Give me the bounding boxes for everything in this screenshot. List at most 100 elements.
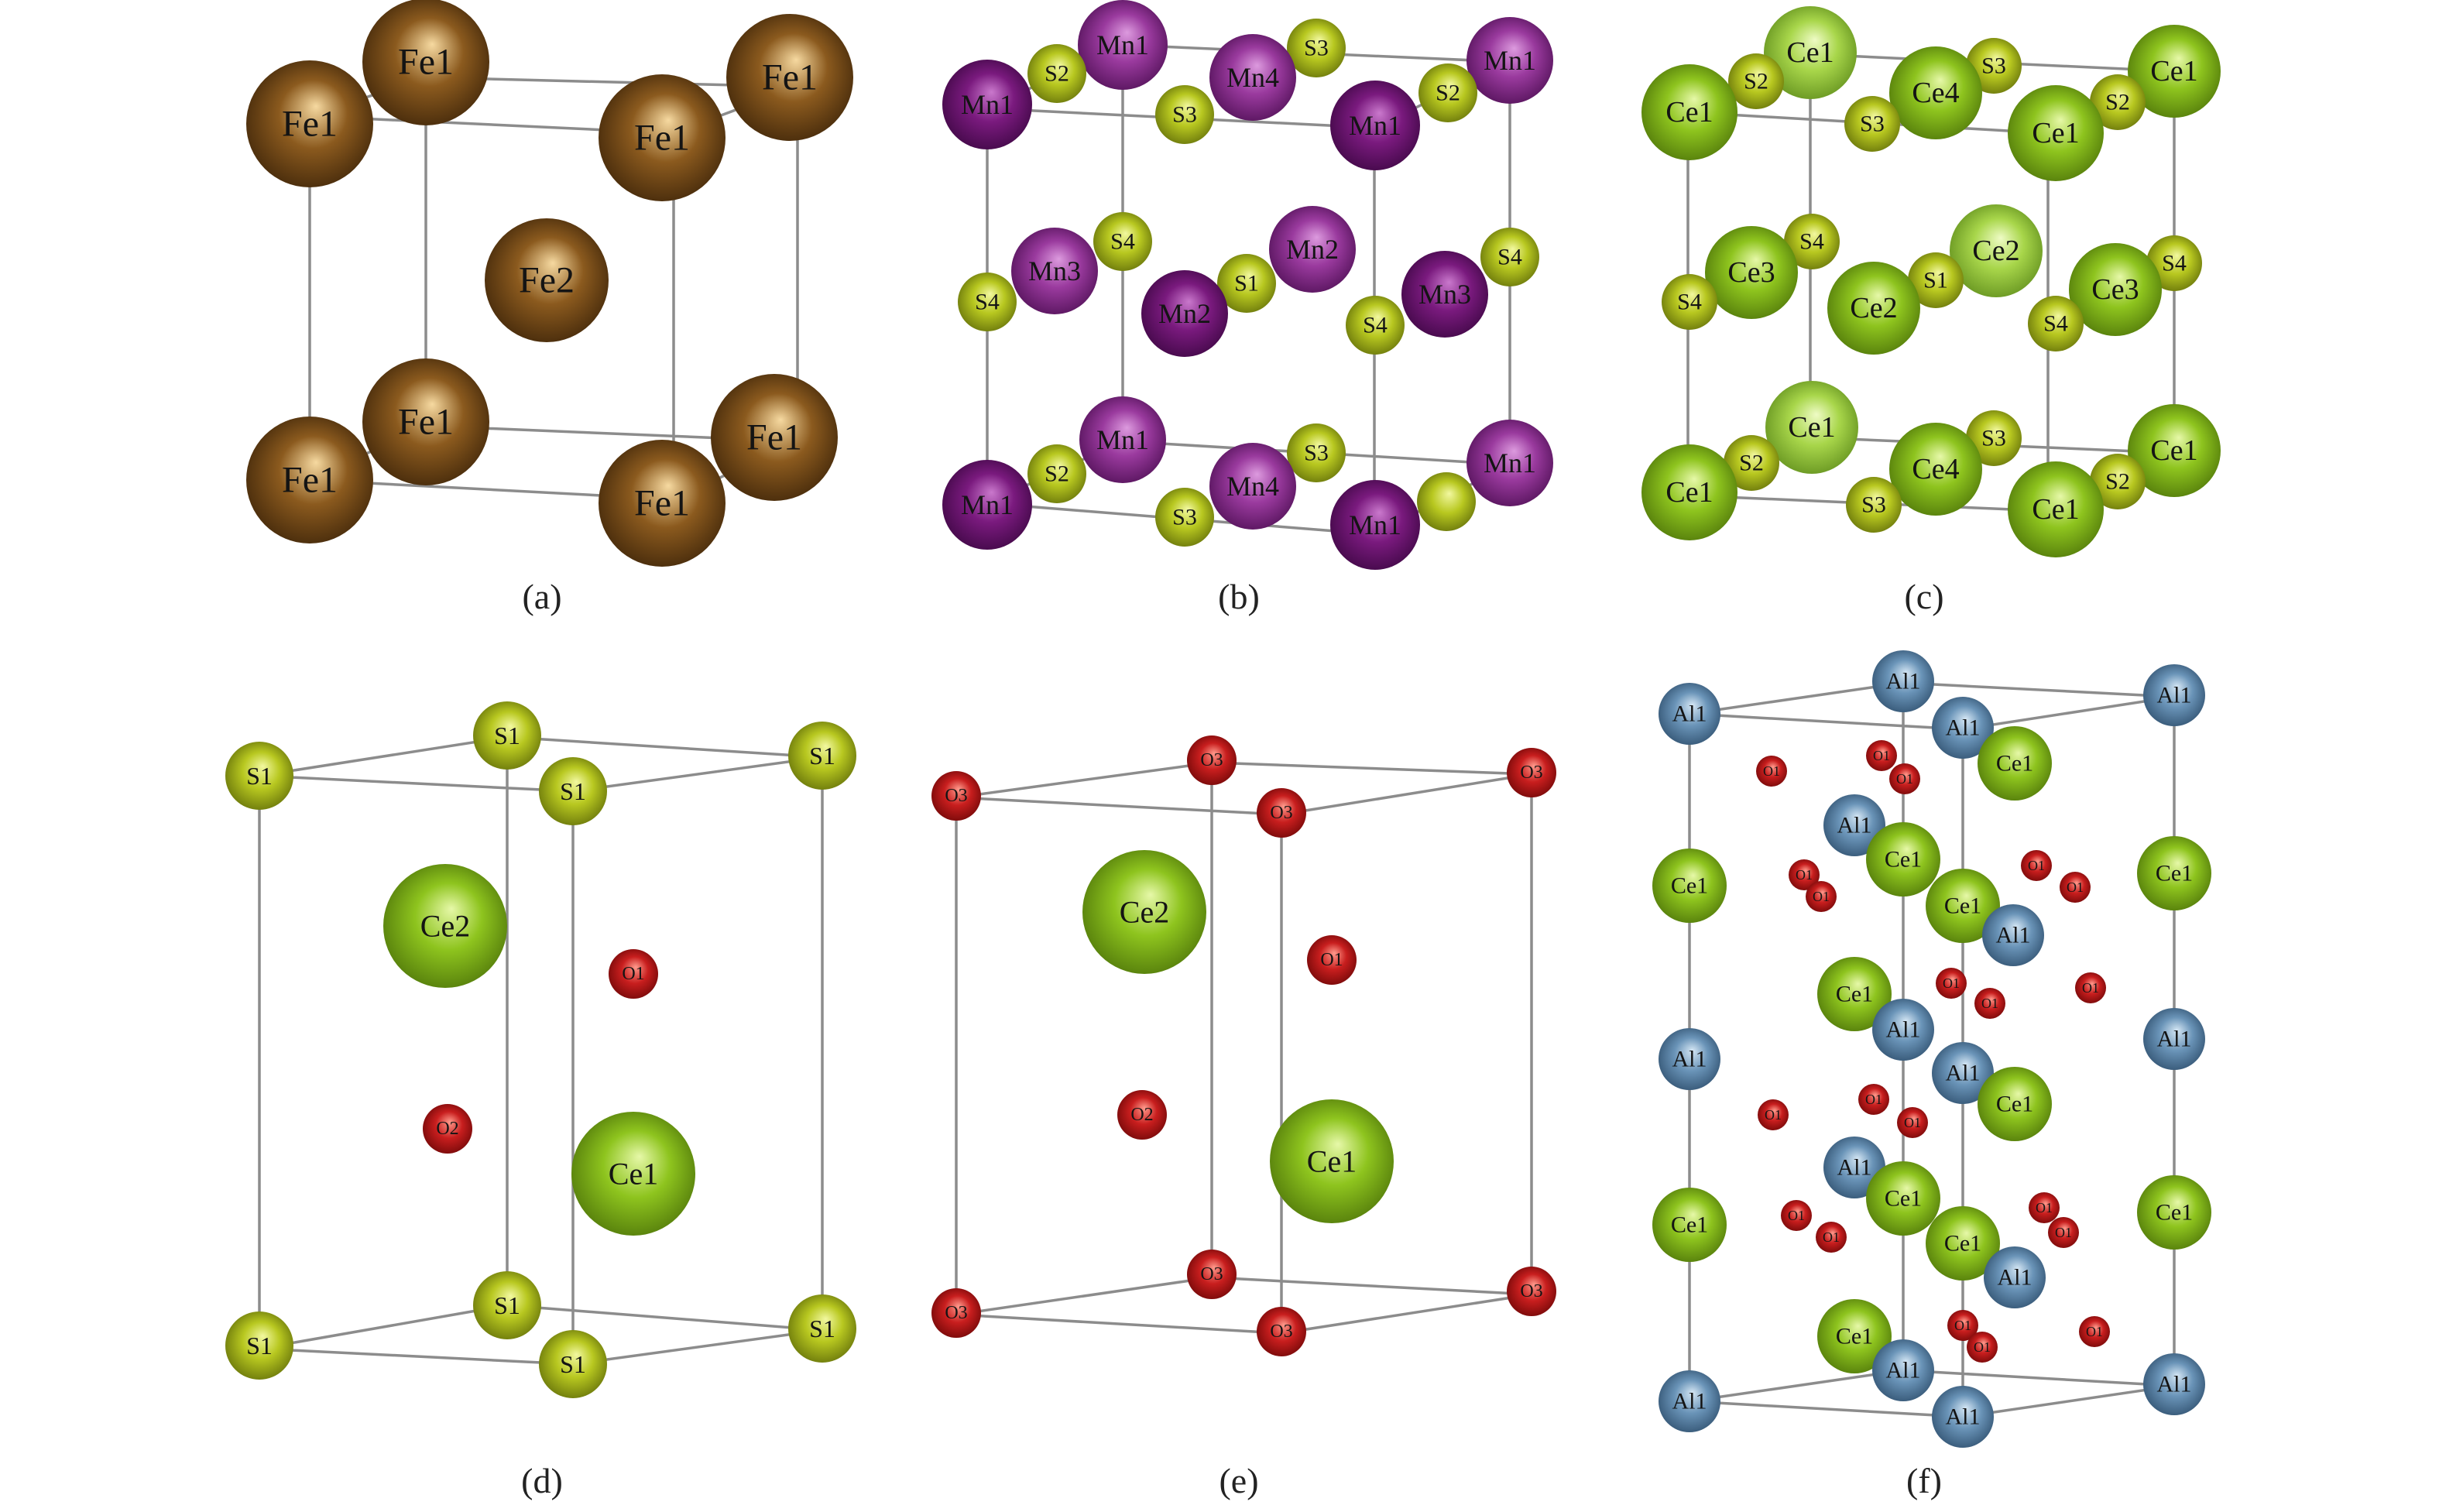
atom-sphere bbox=[1257, 788, 1306, 838]
atom-label: S2 bbox=[2105, 90, 2130, 115]
atom-sphere bbox=[942, 460, 1032, 550]
atom-s2: S2 bbox=[2090, 454, 2146, 509]
atom-sphere bbox=[1270, 1099, 1394, 1223]
atom-sphere bbox=[788, 722, 856, 790]
atom-label: O1 bbox=[1974, 1339, 1991, 1355]
atom-label: Mn3 bbox=[1418, 279, 1471, 310]
atom-label: S4 bbox=[1363, 313, 1388, 338]
atom-mn1: Mn1 bbox=[1466, 17, 1553, 104]
atom-sphere bbox=[2008, 461, 2104, 557]
atom-sphere bbox=[1287, 423, 1346, 482]
atom-label: O1 bbox=[1813, 889, 1830, 904]
atom-sphere bbox=[1187, 1250, 1237, 1299]
atom-fe1: Fe1 bbox=[362, 358, 489, 485]
atom-sphere bbox=[1926, 869, 2000, 943]
atom-s4: S4 bbox=[1784, 214, 1840, 269]
atom-o1: O1 bbox=[1897, 1107, 1928, 1138]
atom-o1: O1 bbox=[1858, 1084, 1889, 1115]
atom-sphere bbox=[1417, 472, 1476, 531]
atom-sphere bbox=[1966, 410, 2022, 466]
atom-sphere bbox=[1307, 935, 1357, 985]
atom-sphere bbox=[1027, 444, 1086, 503]
atom-sphere bbox=[1827, 262, 1920, 355]
atom-label: Mn2 bbox=[1286, 234, 1339, 265]
atom-ce1: Ce1 bbox=[2008, 461, 2104, 557]
atom-label: Ce1 bbox=[2032, 493, 2079, 526]
atom-s3: S3 bbox=[1844, 96, 1900, 152]
atom-sphere bbox=[1872, 999, 1934, 1061]
atom-o1: O1 bbox=[1866, 740, 1897, 771]
atom-label: O3 bbox=[945, 1303, 967, 1323]
atom-label: O2 bbox=[1130, 1105, 1153, 1125]
atom-s2: S2 bbox=[1027, 44, 1086, 103]
atom-o1: O1 bbox=[1889, 763, 1920, 794]
atom-label: Ce1 bbox=[1944, 1231, 1981, 1257]
atom-sphere bbox=[1844, 96, 1900, 152]
atom-ce2: Ce2 bbox=[1827, 262, 1920, 355]
atom-ce1: Ce1 bbox=[571, 1112, 695, 1236]
atom-sphere bbox=[1027, 44, 1086, 103]
atom-sphere bbox=[1217, 254, 1276, 313]
atom-sphere bbox=[1209, 443, 1296, 530]
atom-ce4: Ce4 bbox=[1889, 46, 1982, 139]
panel-d: S1 S1 S1 S1 Ce2 O1 O2 Ce1 S1 S1 S1 S1 (d… bbox=[225, 701, 856, 1500]
atom-sphere bbox=[473, 701, 541, 770]
atom-al1: Al1 bbox=[1659, 1028, 1720, 1090]
atom-sphere bbox=[2069, 243, 2162, 336]
atom-label: Ce2 bbox=[1120, 895, 1169, 930]
atom-label: Al1 bbox=[1837, 1155, 1872, 1181]
atom-ce1: Ce1 bbox=[1652, 849, 1727, 923]
atom-sphere bbox=[1897, 1107, 1928, 1138]
atom-sphere bbox=[1889, 763, 1920, 794]
atom-label: O3 bbox=[1520, 1281, 1542, 1301]
atom-label: S1 bbox=[494, 1291, 520, 1319]
atom-sphere bbox=[1117, 1090, 1167, 1140]
atom-sphere bbox=[2128, 25, 2221, 118]
atom-sphere bbox=[1932, 1042, 1994, 1104]
atom-label: S3 bbox=[1981, 426, 2006, 451]
panel-caption: (c) bbox=[1904, 577, 1943, 616]
atom-sphere bbox=[1401, 251, 1488, 338]
atom-ce1: Ce1 bbox=[1270, 1099, 1394, 1223]
atom-sphere bbox=[1932, 1386, 1994, 1448]
atom-label: O1 bbox=[1943, 975, 1960, 991]
atom-label: O1 bbox=[2067, 879, 2084, 895]
atom-fe1: Fe1 bbox=[711, 374, 838, 501]
atom-s3: S3 bbox=[1155, 85, 1214, 144]
atom-sphere bbox=[1705, 226, 1798, 319]
panel-f: Al1 Al1 Al1 Al1 O1 O1 O1 Ce1 Al1 Ce1 Ce1… bbox=[1652, 650, 2211, 1500]
atom-sphere bbox=[1466, 17, 1553, 104]
atom-label: O1 bbox=[2086, 1324, 2103, 1339]
atom-sphere bbox=[599, 440, 726, 567]
atom-label: Ce4 bbox=[1912, 77, 1959, 109]
atom-sphere bbox=[1816, 1222, 1847, 1253]
atom-ce2: Ce2 bbox=[1082, 850, 1206, 974]
atom-label: Ce4 bbox=[1912, 453, 1959, 485]
atom-o1: O1 bbox=[2079, 1316, 2110, 1347]
atom-o1: O1 bbox=[1756, 756, 1787, 787]
atom-o1: O1 bbox=[2029, 1192, 2060, 1223]
atom-sphere bbox=[485, 218, 609, 342]
atom-sphere bbox=[1984, 1246, 2046, 1308]
panel-e: O3 O3 O3 O3 Ce2 O1 O2 Ce1 O3 O3 O3 O3 (e… bbox=[931, 735, 1556, 1500]
atom-label: Al1 bbox=[1946, 1061, 1981, 1086]
atom-label: Fe1 bbox=[398, 402, 454, 443]
atom-label: S1 bbox=[1923, 268, 1948, 293]
atom-label: S1 bbox=[1234, 271, 1259, 297]
atom-al1: Al1 bbox=[1982, 904, 2044, 966]
atom-label: Al1 bbox=[1996, 923, 2031, 948]
atom-o3: O3 bbox=[1187, 1250, 1237, 1299]
panel-caption: (e) bbox=[1219, 1461, 1258, 1500]
atom-al1: Al1 bbox=[1984, 1246, 2046, 1308]
atom-ce1: Ce1 bbox=[1652, 1188, 1727, 1262]
atom-sphere bbox=[942, 60, 1032, 149]
atom-ce2: Ce2 bbox=[383, 864, 507, 988]
atom-sphere bbox=[788, 1294, 856, 1363]
atom-sphere bbox=[1765, 381, 1858, 474]
atom-al1: Al1 bbox=[2143, 1008, 2205, 1070]
atom-sphere bbox=[1781, 1200, 1812, 1231]
atom-label: Mn1 bbox=[1349, 509, 1401, 540]
atom-ce1: Ce1 bbox=[2008, 85, 2104, 181]
atom-o3: O3 bbox=[1257, 788, 1306, 838]
